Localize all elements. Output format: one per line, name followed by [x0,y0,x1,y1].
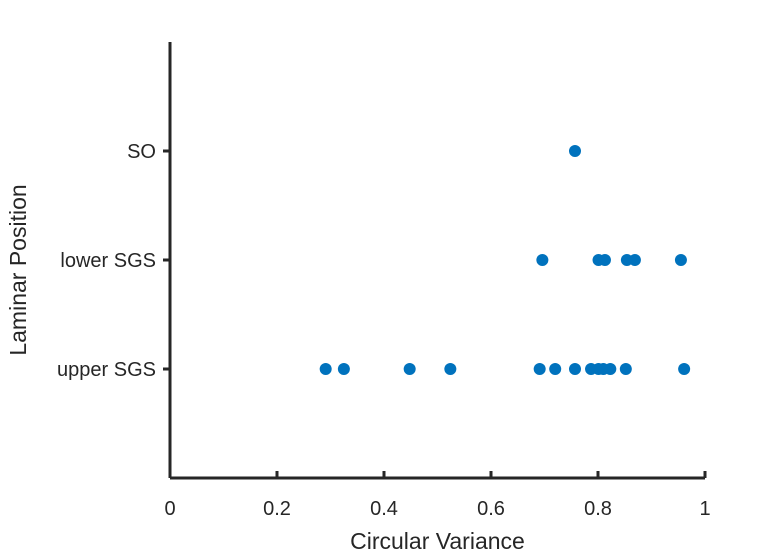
data-point [536,254,549,266]
data-point [533,363,546,375]
x-tick-label: 1 [699,498,710,520]
x-ticks: 0 0.2 0.4 0.6 0.8 1 [164,471,711,520]
data-point [598,254,611,266]
data-point [568,145,581,157]
x-tick-label: 0.4 [370,498,398,520]
data-point [674,254,687,266]
data-point [619,363,632,375]
y-tick-label: lower SGS [60,250,156,272]
y-tick-label: SO [127,141,156,163]
data-point [628,254,641,266]
data-point [549,363,562,375]
y-axis-label: Laminar Position [5,184,31,355]
x-axis-label: Circular Variance [350,528,525,554]
data-point [568,363,581,375]
data-point [604,363,617,375]
data-point [403,363,416,375]
x-tick-label: 0.2 [263,498,291,520]
data-point [444,363,457,375]
x-tick-label: 0.6 [477,498,505,520]
data-point [319,363,332,375]
x-tick-label: 0 [164,498,175,520]
data-point [337,363,350,375]
y-ticks: upper SGS lower SGS SO [57,141,170,381]
y-tick-label: upper SGS [57,359,156,381]
x-tick-label: 0.8 [584,498,612,520]
data-point [678,363,691,375]
data-points [319,145,691,375]
